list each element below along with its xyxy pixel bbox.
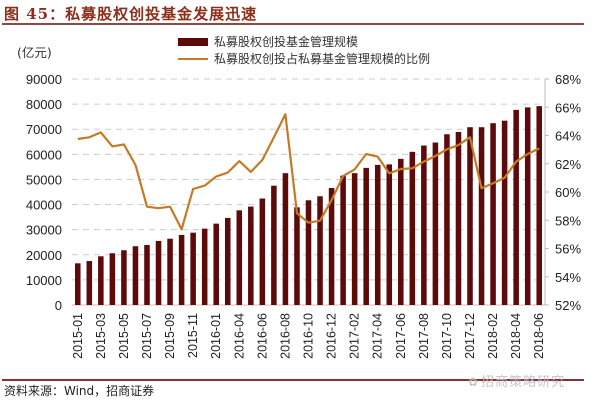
x-axis-tick-label: 2015-11 [186, 313, 200, 358]
x-axis-tick-label: 2015-01 [71, 313, 85, 359]
bar-2015-01 [74, 263, 81, 305]
x-axis-tick-label: 2015-03 [94, 313, 108, 359]
chart-legend: 私募股权创投基金管理规模 私募股权创投占私募基金管理规模的比例 [178, 33, 430, 67]
bar-2018-06 [536, 106, 543, 306]
watermark: ✿ 招商策略研究 [468, 371, 565, 390]
bar-2017-11 [455, 131, 462, 305]
x-axis-tick-label: 2018-04 [509, 313, 523, 359]
x-axis-tick-label: 2016-01 [209, 313, 223, 359]
legend-label-line: 私募股权创投占私募基金管理规模的比例 [214, 52, 431, 66]
bar-2017-09 [432, 142, 439, 305]
bar-2017-01 [340, 175, 346, 305]
bar-2015-02 [86, 261, 93, 305]
right-axis-tick-label: 68% [555, 72, 581, 87]
x-axis-tick-label: 2016-04 [232, 313, 246, 359]
left-axis-tick-label: 90000 [26, 72, 62, 87]
left-axis-tick-label: 20000 [26, 248, 62, 263]
x-axis-tick-label: 2015-05 [117, 313, 131, 359]
bar-2016-09 [294, 207, 300, 305]
bar-2015-07 [144, 244, 150, 305]
right-axis-tick-label: 62% [555, 157, 581, 172]
bar-2016-01 [213, 223, 219, 305]
footer-divider [2, 379, 584, 381]
bar-2018-01 [478, 127, 485, 305]
bar-2018-03 [501, 120, 508, 305]
x-axis-tick-label: 2018-02 [486, 313, 500, 359]
x-axis-tick-label: 2017-12 [463, 313, 477, 359]
x-axis-tick-label: 2015-09 [163, 313, 177, 359]
x-axis-tick-label: 2017-06 [394, 313, 408, 359]
bar-2016-11 [317, 196, 323, 305]
bar-2017-07 [409, 151, 416, 305]
bar-2017-04 [374, 164, 381, 305]
right-axis-tick-label: 58% [555, 213, 581, 228]
bar-2015-04 [109, 253, 116, 305]
bar-2017-12 [467, 127, 473, 305]
right-axis-tick-label: 64% [555, 129, 581, 144]
left-axis-tick-label: 40000 [26, 198, 62, 213]
bar-2016-05 [248, 206, 254, 305]
bar-2015-05 [121, 250, 127, 305]
left-axis-tick-label: 30000 [26, 223, 62, 238]
bar-2015-12 [201, 228, 208, 305]
bar-2018-04 [513, 109, 519, 306]
x-axis-tick-label: 2015-07 [140, 313, 154, 359]
bar-2016-12 [328, 187, 335, 305]
x-axis-tick-label: 2016-12 [325, 313, 339, 359]
x-axis-tick-label: 2017-08 [417, 313, 431, 359]
bar-2016-04 [236, 210, 243, 305]
bar-2015-08 [155, 240, 162, 305]
bar-2017-05 [386, 164, 393, 305]
x-axis-tick-label: 2018-06 [532, 313, 546, 359]
bar-2016-10 [305, 200, 312, 305]
bar-2018-05 [524, 107, 531, 306]
x-axis-tick-label: 2016-08 [278, 313, 292, 359]
ratio-line [77, 113, 540, 231]
bar-2016-06 [259, 198, 266, 305]
right-axis-tick-label: 66% [555, 100, 581, 115]
left-axis-tick-label: 80000 [26, 97, 62, 112]
bar-2017-03 [363, 167, 369, 305]
left-axis-tick-label: 0 [55, 298, 62, 313]
right-axis-tick-label: 60% [555, 185, 581, 200]
bar-2015-06 [132, 246, 139, 305]
x-axis-tick-label: 2016-10 [302, 313, 316, 359]
left-axis-tick-label: 10000 [26, 273, 62, 288]
bar-2017-10 [444, 134, 450, 305]
bar-2015-09 [167, 238, 173, 305]
legend-label-bar: 私募股权创投基金管理规模 [214, 35, 359, 49]
legend-item-line: 私募股权创投占私募基金管理规模的比例 [178, 50, 430, 67]
left-axis-unit-label: (亿元) [17, 45, 52, 60]
x-axis-tick-label: 2017-04 [371, 313, 385, 359]
legend-line-swatch-icon [178, 57, 208, 60]
source-note: 资料来源：Wind，招商证券 [4, 384, 155, 398]
bar-2018-02 [490, 123, 496, 305]
x-axis-tick-label: 2017-10 [440, 313, 454, 359]
wechat-icon: ✿ [468, 375, 480, 389]
right-axis-tick-label: 54% [555, 270, 581, 285]
bar-2016-08 [282, 173, 289, 305]
left-axis-tick-label: 60000 [26, 147, 62, 162]
x-axis-tick-label: 2017-02 [348, 313, 362, 359]
watermark-text: 招商策略研究 [481, 375, 566, 390]
left-axis-tick-label: 50000 [26, 172, 62, 187]
bar-2015-10 [178, 234, 185, 305]
right-axis-tick-label: 52% [555, 298, 581, 313]
legend-bar-swatch-icon [178, 37, 208, 46]
bar-2016-03 [224, 217, 231, 305]
bar-2016-07 [271, 185, 277, 305]
figure-title: 图 45：私募股权创投基金发展迅速 [4, 5, 258, 23]
bar-2015-11 [190, 232, 196, 305]
bar-2017-06 [398, 158, 404, 305]
bar-2017-08 [421, 145, 427, 305]
bar-2015-03 [98, 256, 104, 305]
legend-item-bar: 私募股权创投基金管理规模 [178, 33, 430, 50]
x-axis-tick-label: 2016-06 [255, 313, 269, 359]
right-axis-tick-label: 56% [555, 242, 581, 257]
bar-2017-02 [351, 173, 358, 305]
title-divider [2, 23, 584, 25]
left-axis-tick-label: 70000 [26, 122, 62, 137]
